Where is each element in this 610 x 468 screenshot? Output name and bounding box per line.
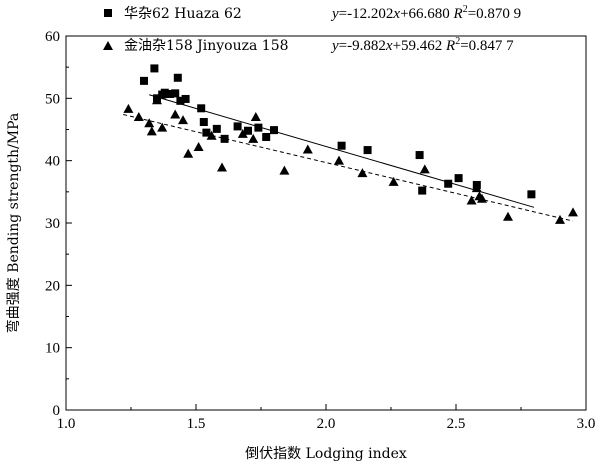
data-point-square bbox=[160, 88, 169, 97]
data-point-triangle bbox=[144, 118, 155, 128]
data-point-triangle bbox=[157, 122, 168, 132]
data-point-square bbox=[181, 94, 190, 103]
data-point-triangle bbox=[471, 183, 482, 193]
data-point-triangle bbox=[302, 144, 313, 154]
plot-area-frame bbox=[65, 35, 587, 411]
equation-jinyouza158: y=-9.882x+59.462 R2=0.847 7 bbox=[330, 36, 514, 54]
data-point-square bbox=[233, 122, 242, 131]
equation-huaza62: y=-12.202x+66.680 R2=0.870 9 bbox=[330, 4, 521, 22]
data-point-triangle bbox=[237, 128, 248, 138]
data-point-square bbox=[527, 190, 536, 199]
data-point-triangle bbox=[334, 155, 344, 165]
data-points bbox=[123, 64, 578, 224]
eq-r2-sup: 2 bbox=[455, 36, 460, 47]
eq-r2-label: R bbox=[453, 6, 463, 22]
data-point-square bbox=[415, 151, 424, 160]
fit-lines bbox=[123, 94, 574, 222]
data-point-square bbox=[197, 104, 206, 113]
eq-slope: =-12.202 bbox=[339, 6, 394, 22]
data-point-triangle bbox=[193, 141, 204, 151]
eq-slope: =-9.882 bbox=[339, 38, 386, 54]
data-point-triangle bbox=[503, 211, 513, 221]
y-tick-label: 30 bbox=[45, 216, 60, 232]
eq-intercept: +66.680 bbox=[400, 6, 453, 22]
data-point-triangle bbox=[250, 112, 261, 122]
data-point-square bbox=[212, 124, 221, 133]
data-point-square bbox=[173, 73, 182, 82]
eq-r2-label: R bbox=[445, 38, 455, 54]
eq-intercept: +59.462 bbox=[393, 38, 446, 54]
data-point-square bbox=[270, 126, 278, 135]
data-point-square bbox=[199, 118, 208, 127]
data-point-square bbox=[337, 141, 346, 150]
fit-line-series-0 bbox=[149, 94, 535, 208]
legend-item-huaza62: 华杂62 Huaza 62 y=-12.202x+66.680 R2=0.870… bbox=[104, 4, 521, 22]
data-point-square bbox=[202, 128, 211, 137]
data-point-triangle bbox=[279, 165, 290, 175]
legend-marker-square bbox=[104, 9, 112, 17]
data-point-square bbox=[166, 89, 174, 98]
data-point-triangle bbox=[170, 109, 181, 119]
data-point-triangle bbox=[388, 176, 399, 186]
legend-label-jinyouza158: 金油杂158 Jinyouza 158 bbox=[124, 38, 289, 54]
data-point-square bbox=[171, 89, 180, 98]
legend-item-jinyouza158: 金油杂158 Jinyouza 158 y=-9.882x+59.462 R2=… bbox=[103, 36, 514, 54]
data-point-triangle bbox=[183, 148, 194, 158]
data-point-triangle bbox=[477, 193, 487, 203]
legend: 华杂62 Huaza 62 y=-12.202x+66.680 R2=0.870… bbox=[103, 4, 521, 54]
data-point-triangle bbox=[248, 133, 259, 143]
x-tick-label: 2.5 bbox=[447, 416, 466, 432]
data-point-square bbox=[220, 134, 229, 143]
fit-line-series-1 bbox=[123, 114, 574, 222]
data-point-square bbox=[140, 76, 148, 85]
y-tick-label: 50 bbox=[45, 91, 60, 107]
x-tick-label: 1.5 bbox=[187, 416, 206, 432]
eq-r2-value: =0.870 9 bbox=[468, 6, 521, 22]
x-axis-title: 倒伏指数 Lodging index bbox=[245, 446, 407, 462]
axis-ticks bbox=[65, 35, 587, 411]
data-point-triangle bbox=[217, 162, 227, 172]
data-point-square bbox=[444, 179, 453, 188]
y-tick-label: 20 bbox=[45, 278, 60, 294]
data-point-triangle bbox=[555, 214, 565, 224]
data-point-square bbox=[363, 146, 372, 155]
data-point-triangle bbox=[133, 112, 144, 122]
legend-marker-triangle bbox=[103, 41, 113, 50]
y-axis-title: 弯曲强度 Bending strength/MPa bbox=[5, 113, 22, 334]
data-point-triangle bbox=[206, 130, 217, 140]
data-point-triangle bbox=[568, 207, 578, 217]
data-point-triangle bbox=[178, 115, 188, 125]
eq-x: x bbox=[392, 6, 400, 22]
data-point-square bbox=[254, 123, 263, 132]
data-point-square bbox=[262, 132, 271, 141]
y-tick-label: 40 bbox=[45, 154, 60, 170]
data-point-triangle bbox=[123, 103, 134, 113]
x-tick-label: 2.0 bbox=[317, 416, 336, 432]
y-tick-label: 10 bbox=[45, 341, 60, 357]
data-point-triangle bbox=[357, 168, 368, 178]
y-tick-label: 0 bbox=[53, 403, 61, 419]
data-point-square bbox=[454, 174, 463, 183]
x-tick-label: 1.0 bbox=[57, 416, 76, 432]
data-point-triangle bbox=[466, 195, 477, 205]
data-point-square bbox=[150, 64, 159, 73]
x-tick-label: 3.0 bbox=[577, 416, 596, 432]
eq-r2-value: =0.847 7 bbox=[460, 38, 514, 54]
eq-r2-sup: 2 bbox=[463, 4, 468, 15]
data-point-triangle bbox=[146, 126, 157, 136]
data-point-square bbox=[244, 126, 252, 135]
eq-x: x bbox=[385, 38, 393, 54]
legend-label-huaza62: 华杂62 Huaza 62 bbox=[124, 6, 242, 22]
eq-y: y bbox=[330, 38, 339, 54]
axis-tick-labels: 1.0 1.5 2.0 2.5 3.0 0 10 20 30 40 50 60 bbox=[45, 29, 595, 432]
data-point-square bbox=[418, 186, 427, 195]
data-point-triangle bbox=[419, 164, 430, 174]
data-point-triangle bbox=[152, 95, 162, 105]
eq-y: y bbox=[330, 6, 339, 22]
y-tick-label: 60 bbox=[45, 29, 60, 45]
data-point-square bbox=[176, 96, 185, 105]
